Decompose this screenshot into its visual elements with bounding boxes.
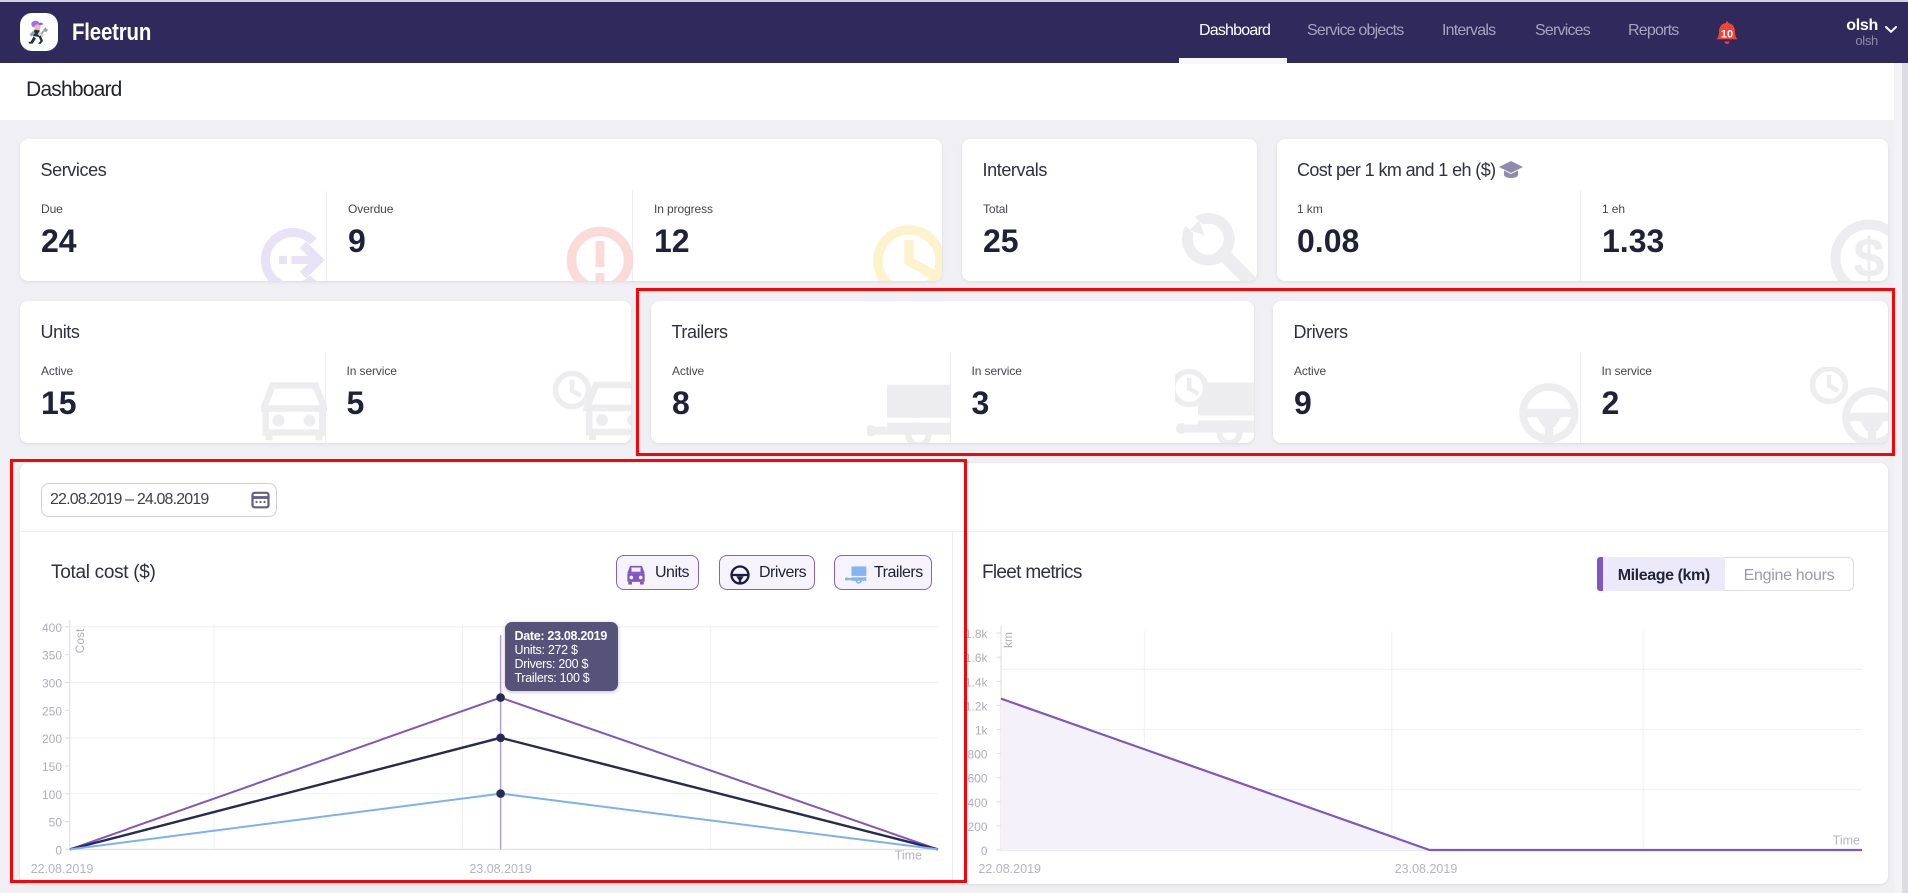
- svg-text:200: 200: [967, 820, 987, 834]
- svg-text:Cost: Cost: [73, 628, 87, 653]
- svg-text:300: 300: [42, 677, 62, 691]
- svg-text:$: $: [1853, 226, 1884, 281]
- svg-text:100: 100: [42, 788, 62, 802]
- svg-text:350: 350: [42, 649, 62, 663]
- svg-text:800: 800: [967, 748, 987, 762]
- svg-text:250: 250: [42, 704, 62, 718]
- svg-text:600: 600: [967, 772, 987, 786]
- svg-text:1.6k: 1.6k: [965, 651, 989, 665]
- svg-text:50: 50: [49, 816, 63, 830]
- svg-text:1.8k: 1.8k: [965, 627, 989, 641]
- svg-text:400: 400: [967, 796, 987, 810]
- svg-text:23.08.2019: 23.08.2019: [469, 862, 532, 876]
- svg-text:Time: Time: [1833, 834, 1860, 848]
- svg-text:1k: 1k: [975, 724, 989, 738]
- svg-text:0: 0: [55, 843, 62, 857]
- svg-text:22.08.2019: 22.08.2019: [31, 862, 94, 876]
- svg-text:400: 400: [42, 621, 62, 635]
- svg-text:0: 0: [981, 844, 988, 858]
- svg-text:km: km: [1001, 632, 1015, 648]
- svg-text:1.4k: 1.4k: [965, 675, 989, 689]
- svg-text:1.2k: 1.2k: [965, 699, 989, 713]
- svg-text:23.08.2019: 23.08.2019: [1395, 862, 1458, 876]
- svg-text:200: 200: [42, 732, 62, 746]
- svg-text:150: 150: [42, 760, 62, 774]
- svg-text:10: 10: [1721, 28, 1733, 40]
- svg-text:Time: Time: [895, 849, 922, 863]
- svg-text:22.08.2019: 22.08.2019: [978, 862, 1041, 876]
